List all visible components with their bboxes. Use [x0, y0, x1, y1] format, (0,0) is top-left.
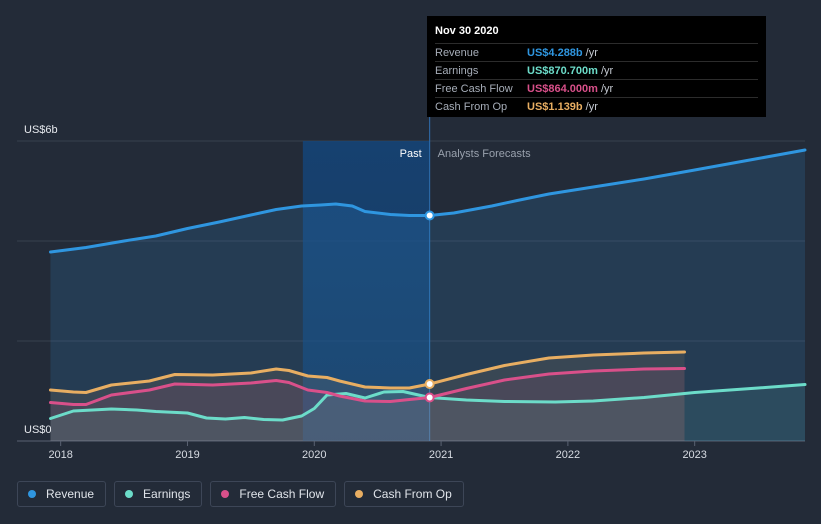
cash-from-op-marker [424, 379, 435, 389]
tooltip-row-value: US$4.288b [527, 46, 583, 59]
tooltip-row: Free Cash Flow US$864.000m/yr [435, 79, 758, 97]
earnings-area [50, 384, 805, 441]
legend-dot-icon [125, 490, 134, 498]
tooltip-row-label: Revenue [435, 46, 480, 59]
legend-item-free-cash-flow[interactable]: Free Cash Flow [210, 481, 337, 507]
tooltip-row-unit: /yr [600, 64, 614, 77]
legend-item-earnings[interactable]: Earnings [114, 481, 203, 507]
free-cash-flow-area [50, 368, 685, 441]
tooltip-row-label: Cash From Op [435, 100, 508, 113]
legend-label: Cash From Op [373, 487, 452, 501]
revenue-area [50, 150, 805, 441]
tooltip-row-unit: /yr [600, 82, 614, 95]
legend-label: Revenue [46, 487, 95, 501]
legend-dot-icon [355, 490, 364, 498]
free-cash-flow-marker [424, 392, 435, 403]
tooltip-row: Cash From Op US$1.139b/yr [435, 97, 758, 115]
y-axis-bottom-label: US$0 [24, 424, 52, 436]
x-tick-label: 2023 [682, 449, 706, 461]
legend-dot-icon [221, 490, 230, 498]
x-tick-label: 2022 [556, 449, 580, 461]
tooltip-date: Nov 30 2020 [435, 25, 499, 37]
revenue-marker [424, 210, 435, 221]
legend-dot-icon [28, 490, 36, 498]
x-tick-label: 2019 [175, 449, 199, 461]
revenue-line [49, 148, 807, 254]
tooltip-row-unit: /yr [585, 46, 598, 59]
earnings-line [49, 383, 807, 422]
tooltip-row-value: US$864.000m [527, 82, 598, 95]
free-cash-flow-line [49, 367, 686, 406]
legend-item-cash-from-op[interactable]: Cash From Op [344, 481, 464, 507]
tooltip-row-label: Free Cash Flow [435, 82, 513, 95]
y-axis-top-label: US$6b [24, 124, 58, 136]
past-label: Past [400, 148, 422, 160]
tooltip-row-value: US$870.700m [527, 64, 598, 77]
chart-legend: Revenue Earnings Free Cash Flow Cash From O… [17, 481, 464, 507]
x-tick-label: 2020 [302, 449, 326, 461]
tooltip-row: Revenue US$4.288b/yr [435, 43, 758, 61]
x-tick-label: 2018 [48, 449, 72, 461]
chart-tooltip: Nov 30 2020 Revenue US$4.288b/yr Earnings U… [427, 16, 766, 117]
legend-item-revenue[interactable]: Revenue [17, 481, 107, 507]
tooltip-row-unit: /yr [585, 100, 598, 113]
x-tick-label: 2021 [429, 449, 453, 461]
legend-label: Free Cash Flow [239, 487, 325, 501]
legend-label: Earnings [143, 487, 191, 501]
cash-from-op-line [49, 350, 686, 394]
forecast-label: Analysts Forecasts [438, 148, 531, 160]
tooltip-row: Earnings US$870.700m/yr [435, 61, 758, 79]
tooltip-row-label: Earnings [435, 64, 479, 77]
tooltip-row-value: US$1.139b [527, 100, 583, 113]
